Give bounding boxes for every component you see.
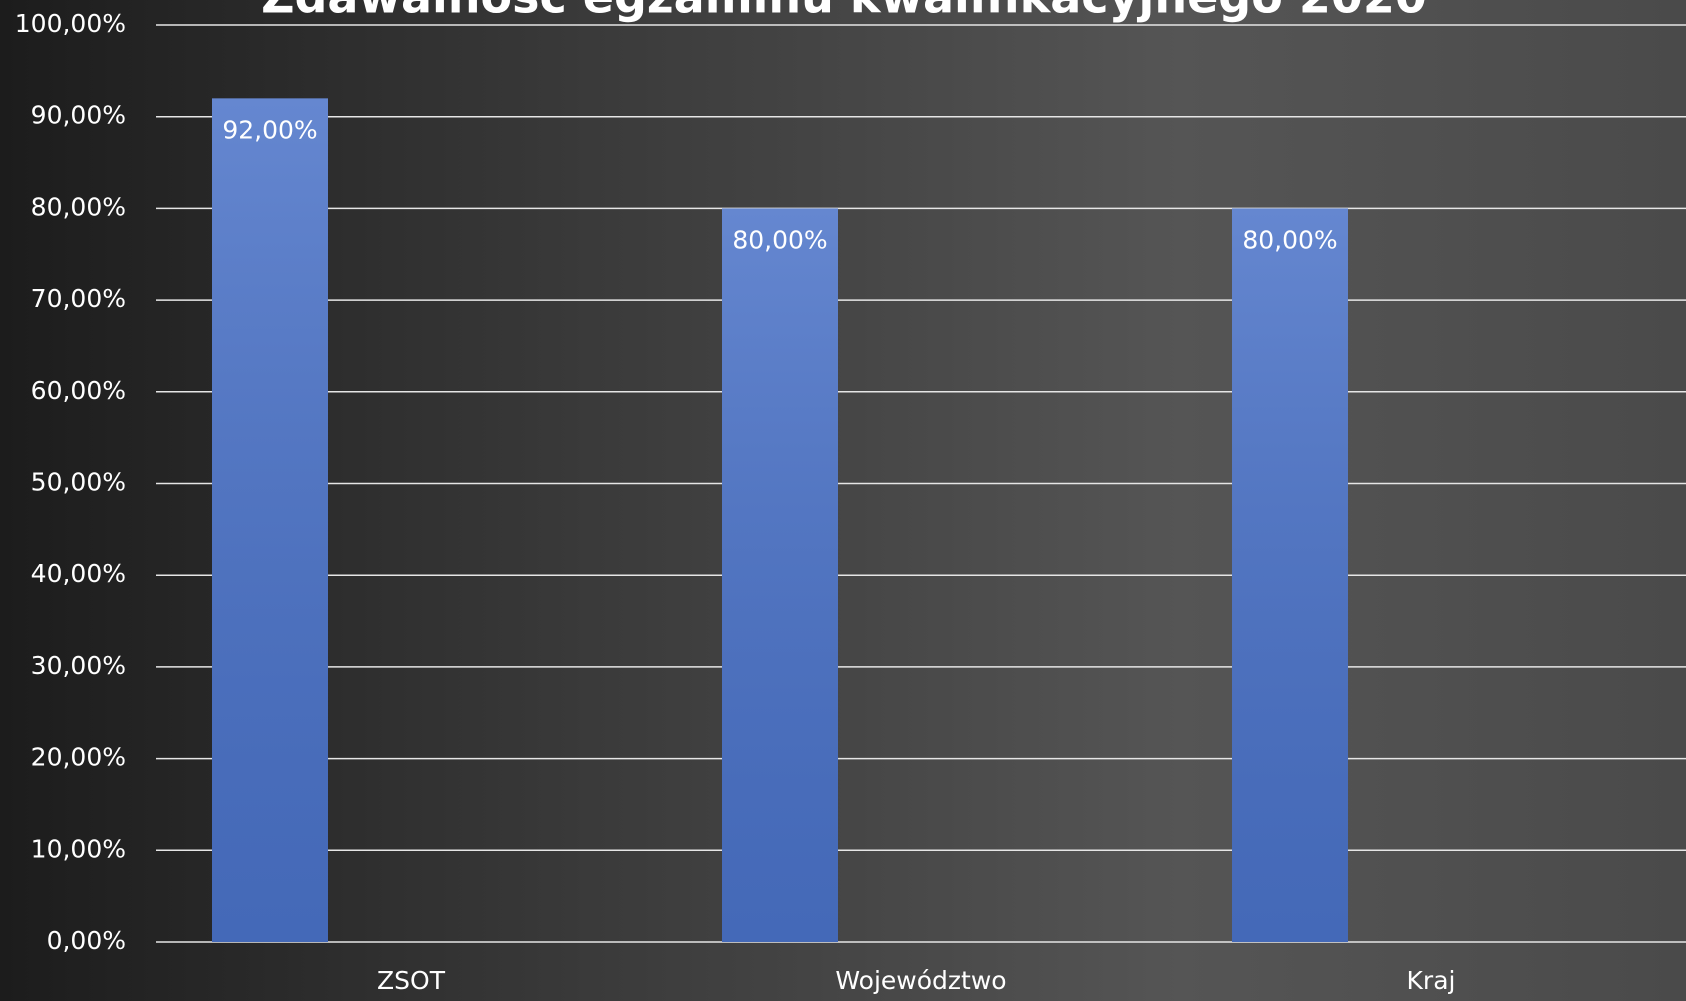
x-tick-label: ZSOT [377,966,446,995]
bar [722,208,838,942]
y-tick-label: 0,00% [47,926,126,955]
data-label: 80,00% [1242,225,1337,254]
y-tick-label: 60,00% [31,376,126,405]
y-tick-label: 40,00% [31,559,126,588]
chart-title: Zdawalność egzaminu kwalifikacyjnego 202… [261,0,1427,24]
y-tick-label: 10,00% [31,834,126,863]
y-tick-label: 70,00% [31,284,126,313]
y-tick-label: 90,00% [31,101,126,130]
bar [1232,208,1348,942]
y-tick-label: 80,00% [31,192,126,221]
bar [212,98,328,943]
data-label: 92,00% [222,115,317,144]
x-tick-label: Kraj [1407,966,1456,995]
y-tick-label: 30,00% [31,651,126,680]
y-tick-label: 100,00% [15,9,126,38]
x-tick-label: Województwo [835,966,1006,995]
y-tick-label: 50,00% [31,468,126,497]
y-tick-label: 20,00% [31,743,126,772]
data-label: 80,00% [732,225,827,254]
